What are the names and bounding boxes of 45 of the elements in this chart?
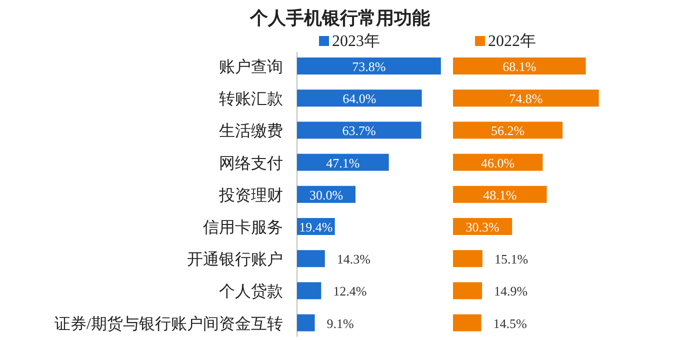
data-label: 46.0%	[481, 155, 515, 170]
legend-label: 2023年	[332, 33, 380, 50]
data-label: 19.4%	[299, 220, 333, 234]
y-tick-label: 生活缴费	[219, 122, 283, 140]
data-label: 14.5%	[493, 316, 528, 331]
bar	[297, 154, 389, 171]
bar	[297, 90, 422, 107]
y-tick-label: 投资理财	[218, 186, 283, 204]
data-label: 48.1%	[483, 187, 517, 202]
legend-label: 2022年	[488, 33, 536, 50]
data-label: 15.1%	[494, 252, 528, 267]
data-label: 64.0%	[342, 91, 376, 106]
bar	[453, 282, 482, 300]
data-label: 30.0%	[309, 187, 344, 202]
data-label: 74.8%	[509, 91, 543, 106]
bar	[297, 250, 325, 268]
bar	[297, 314, 315, 332]
bar	[453, 90, 599, 107]
data-label: 47.1%	[326, 155, 360, 170]
chart-title: 个人手机银行常用功能	[249, 8, 430, 28]
data-label: 30.3%	[466, 220, 500, 234]
y-tick-label: 个人贷款	[219, 282, 283, 301]
data-label: 63.7%	[342, 123, 376, 138]
bar	[453, 58, 586, 74]
y-tick-label: 信用卡服务	[203, 218, 283, 236]
bar	[453, 154, 543, 171]
bar	[453, 250, 482, 268]
y-tick-label: 转账汇款	[219, 91, 283, 108]
y-tick-label: 账户查询	[219, 58, 283, 76]
data-label: 12.4%	[333, 284, 367, 299]
bar	[453, 186, 547, 203]
data-label: 14.9%	[494, 284, 528, 299]
y-tick-label: 开通银行账户	[187, 250, 283, 269]
bar	[297, 122, 422, 139]
y-tick-label: 网络支付	[219, 154, 283, 172]
bar	[453, 122, 563, 139]
bar	[453, 314, 482, 332]
y-tick-label: 证券/期货与银行账户间资金互转	[54, 314, 283, 333]
bar	[297, 58, 441, 74]
data-label: 9.1%	[326, 316, 354, 331]
data-label: 56.2%	[491, 123, 525, 138]
data-label: 68.1%	[502, 59, 536, 74]
bar	[297, 282, 322, 300]
data-label: 73.8%	[352, 59, 386, 74]
data-label: 14.3%	[336, 252, 371, 267]
